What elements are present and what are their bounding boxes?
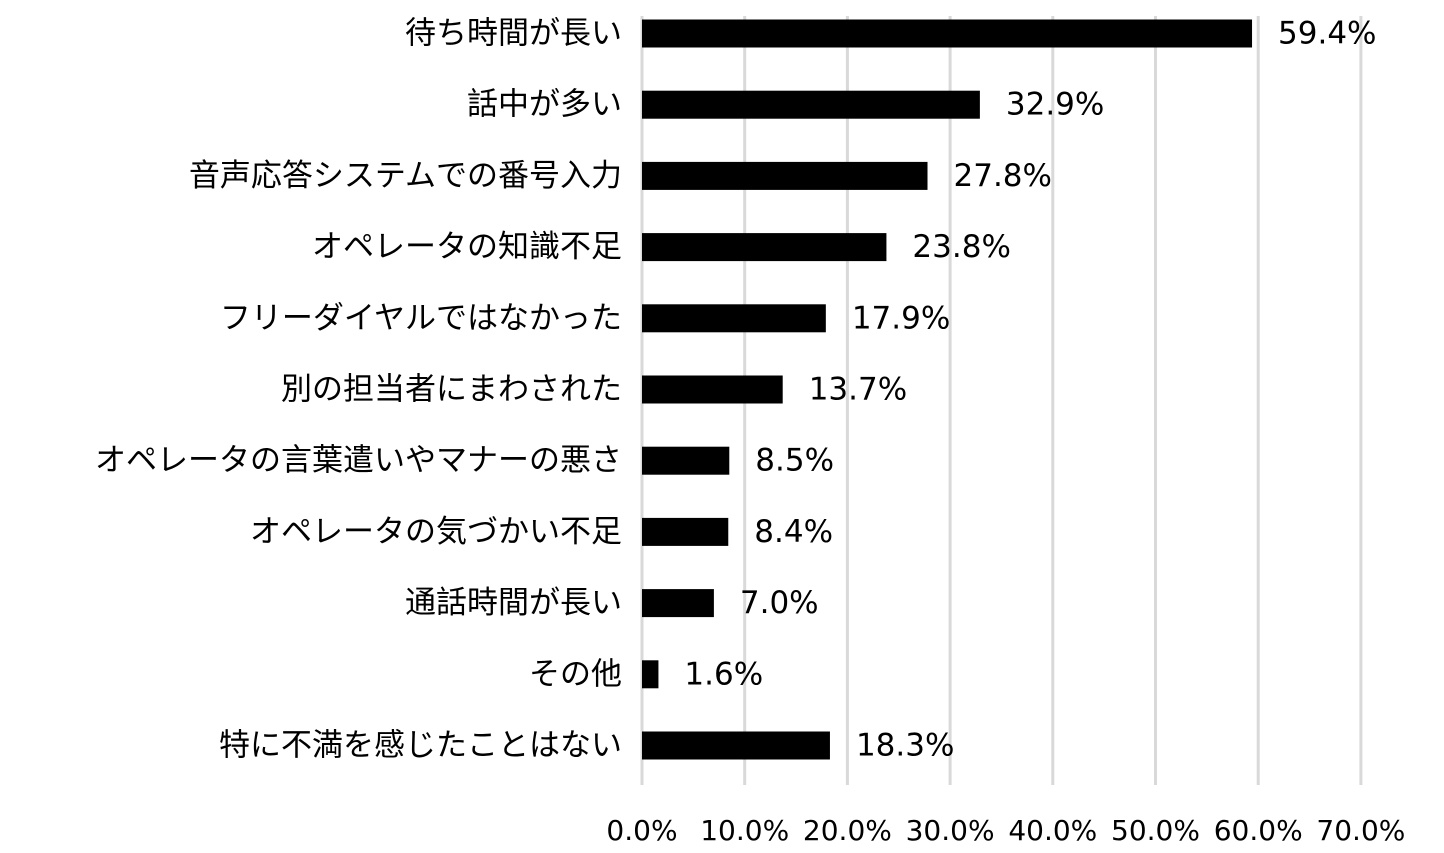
data-label: 23.8% — [912, 229, 1010, 265]
data-label: 13.7% — [809, 372, 907, 408]
data-label: 32.9% — [1006, 87, 1104, 123]
bar-3 — [642, 233, 887, 262]
category-label: 特に不満を感じたことはない — [219, 728, 622, 764]
value-labels: 59.4% 32.9% 27.8% 23.8% 17.9% 13.7% 8.5% 8.4% 7.… — [684, 16, 1376, 764]
bar-7 — [642, 517, 729, 546]
bar-10 — [642, 731, 830, 760]
data-label: 17.9% — [852, 300, 950, 336]
bars — [642, 19, 1253, 760]
bar-0 — [642, 19, 1253, 48]
x-tick-label: 50.0% — [1111, 814, 1200, 847]
data-label: 8.5% — [755, 443, 834, 479]
category-label: 待ち時間が長い — [405, 16, 622, 52]
bar-9 — [642, 660, 659, 689]
category-label: オペレータの知識不足 — [312, 229, 622, 265]
category-label: その他 — [529, 656, 622, 692]
x-tick-label: 10.0% — [700, 814, 789, 847]
x-tick-label: 40.0% — [1008, 814, 1097, 847]
data-label: 8.4% — [754, 514, 833, 550]
category-label: オペレータの言葉遣いやマナーの悪さ — [95, 443, 622, 479]
data-label: 7.0% — [740, 585, 819, 621]
bar-6 — [642, 446, 730, 475]
category-label: オペレータの気づかい不足 — [250, 514, 622, 550]
x-tick-label: 60.0% — [1214, 814, 1303, 847]
category-label: 別の担当者にまわされた — [281, 372, 622, 408]
category-label: 音声応答システムでの番号入力 — [189, 158, 622, 194]
x-tick-label: 70.0% — [1316, 814, 1405, 847]
gridlines — [640, 16, 1363, 785]
x-axis-tick-labels: 0.0% 10.0% 20.0% 30.0% 40.0% 50.0% 60.0% 70.0% — [606, 814, 1405, 847]
x-tick-label: 0.0% — [606, 814, 677, 847]
data-label: 59.4% — [1278, 16, 1376, 52]
category-label: フリーダイヤルではなかった — [220, 300, 622, 336]
x-tick-label: 30.0% — [906, 814, 995, 847]
data-label: 27.8% — [954, 158, 1052, 194]
data-label: 1.6% — [684, 656, 763, 692]
category-label: 話中が多い — [467, 87, 622, 123]
bar-8 — [642, 589, 714, 618]
bar-2 — [642, 161, 928, 190]
bar-4 — [642, 304, 826, 333]
x-tick-label: 20.0% — [803, 814, 892, 847]
category-label: 通話時間が長い — [405, 585, 622, 621]
category-labels: 待ち時間が長い話中が多い音声応答システムでの番号入力オペレータの知識不足フリーダ… — [95, 16, 622, 764]
bar-1 — [642, 90, 980, 119]
data-label: 18.3% — [856, 728, 954, 764]
bar-5 — [642, 375, 783, 404]
